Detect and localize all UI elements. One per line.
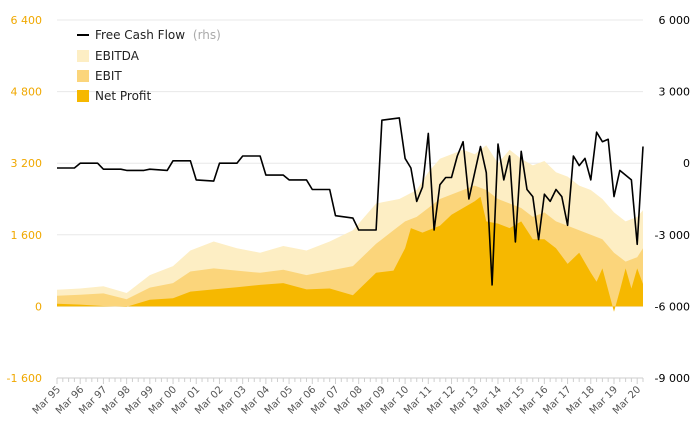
svg-text:Free Cash Flow (rhs): Free Cash Flow (rhs) (95, 28, 221, 42)
right-tick-label: 0 (683, 157, 690, 170)
legend-net-profit-swatch (77, 90, 89, 102)
legend: Free Cash Flow (rhs) EBITDA EBIT Net Pro… (77, 28, 221, 103)
legend-fcf-label: Free Cash Flow (95, 28, 185, 42)
legend-net-profit-label: Net Profit (95, 89, 151, 103)
legend-ebitda-swatch (77, 50, 89, 62)
legend-item-ebit[interactable]: EBIT (77, 69, 122, 83)
fcf-line (57, 117, 644, 286)
left-tick-label: -1 600 (7, 372, 42, 385)
left-axis-ticks: -1 600 0 1 600 3 200 4 800 6 400 (7, 14, 42, 385)
legend-ebitda-label: EBITDA (95, 49, 140, 63)
legend-ebit-swatch (77, 70, 89, 82)
legend-item-fcf[interactable]: Free Cash Flow (rhs) (77, 28, 221, 42)
legend-fcf-suffix: (rhs) (193, 28, 221, 42)
right-tick-label: 3 000 (659, 86, 691, 99)
left-tick-label: 0 (35, 300, 42, 313)
left-tick-label: 3 200 (11, 157, 43, 170)
right-tick-label: -3 000 (655, 229, 690, 242)
left-tick-label: 6 400 (11, 14, 43, 27)
legend-ebit-label: EBIT (95, 69, 122, 83)
fcf-series (57, 117, 644, 286)
right-tick-label: -9 000 (655, 372, 690, 385)
left-tick-label: 4 800 (11, 86, 43, 99)
right-tick-label: -6 000 (655, 300, 690, 313)
right-axis-ticks: -9 000 -6 000 -3 000 0 3 000 6 000 (655, 14, 690, 385)
right-tick-label: 6 000 (659, 14, 691, 27)
left-tick-label: 1 600 (11, 229, 43, 242)
net-profit-area (57, 196, 643, 312)
legend-item-ebitda[interactable]: EBITDA (77, 49, 140, 63)
legend-item-net-profit[interactable]: Net Profit (77, 89, 151, 103)
